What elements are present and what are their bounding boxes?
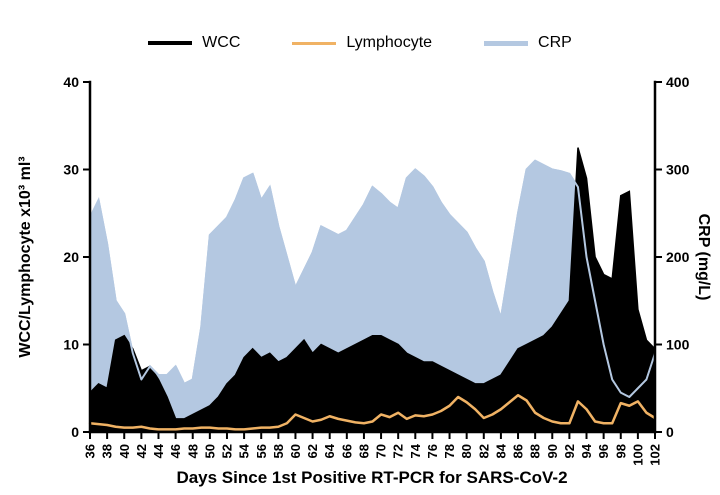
x-tick-label: 62 <box>305 444 320 458</box>
x-tick-label: 48 <box>185 444 200 458</box>
x-tick-label: 84 <box>493 443 508 458</box>
x-tick-label: 64 <box>322 443 337 458</box>
left-tick-label: 30 <box>63 162 79 178</box>
x-tick-label: 58 <box>271 444 286 458</box>
x-tick-label: 86 <box>511 444 526 458</box>
x-tick-label: 98 <box>613 444 628 458</box>
x-tick-label: 44 <box>151 443 166 458</box>
left-tick-label: 10 <box>63 337 79 353</box>
legend-item-lymphocyte: Lymphocyte <box>292 34 432 52</box>
left-tick-label: 0 <box>71 424 79 440</box>
left-axis-title: WCC/Lymphocyte x10³ ml³ <box>17 156 34 357</box>
x-tick-label: 78 <box>442 444 457 458</box>
x-tick-label: 94 <box>579 443 594 458</box>
wcc-area <box>89 147 656 433</box>
wcc-legend-label: WCC <box>202 34 241 51</box>
right-tick-label: 200 <box>666 249 690 265</box>
x-tick-label: 92 <box>562 444 577 458</box>
crp-line-swatch <box>484 40 529 46</box>
legend-item-wcc: WCC <box>148 34 240 52</box>
right-tick-label: 0 <box>666 424 674 440</box>
crp-line <box>89 159 656 398</box>
legend-item-crp: CRP <box>484 34 572 52</box>
x-tick-label: 76 <box>425 444 440 458</box>
x-tick-label: 80 <box>459 444 474 458</box>
x-tick-label: 52 <box>220 444 235 458</box>
right-tick-label: 300 <box>666 162 690 178</box>
x-tick-label: 66 <box>339 444 354 458</box>
right-tick-label: 400 <box>666 74 690 90</box>
x-tick-label: 46 <box>168 444 183 458</box>
x-tick-label: 82 <box>476 444 491 458</box>
x-tick-label: 88 <box>528 444 543 458</box>
crp-legend-label: CRP <box>538 34 572 51</box>
x-tick-label: 36 <box>83 444 98 458</box>
left-tick-label: 40 <box>63 74 79 90</box>
x-tick-label: 68 <box>356 444 371 458</box>
x-tick-label: 102 <box>648 444 663 466</box>
left-tick-label: 20 <box>63 249 79 265</box>
x-tick-label: 96 <box>596 444 611 458</box>
x-tick-label: 38 <box>100 444 115 458</box>
x-tick-label: 74 <box>408 443 423 458</box>
right-tick-label: 100 <box>666 337 690 353</box>
wcc-line-swatch <box>148 41 193 45</box>
lymphocyte-legend-label: Lymphocyte <box>346 34 433 51</box>
x-tick-label: 60 <box>288 444 303 458</box>
x-axis-title: Days Since 1st Positive RT-PCR for SARS-… <box>176 468 567 487</box>
x-tick-label: 54 <box>237 443 252 458</box>
lymphocyte-line-swatch <box>292 41 337 45</box>
x-tick-label: 56 <box>254 444 269 458</box>
x-tick-label: 42 <box>134 444 149 458</box>
x-tick-label: 90 <box>545 444 560 458</box>
right-axis-title: CRP (mg/L) <box>695 214 712 301</box>
lymphocyte-line <box>88 394 657 431</box>
x-tick-label: 100 <box>630 444 645 466</box>
x-tick-label: 40 <box>117 444 132 458</box>
x-tick-label: 72 <box>391 444 406 458</box>
x-tick-label: 70 <box>374 444 389 458</box>
plot-layer <box>88 147 657 433</box>
x-tick-label: 50 <box>202 444 217 458</box>
legend: WCC Lymphocyte CRP <box>0 34 720 52</box>
